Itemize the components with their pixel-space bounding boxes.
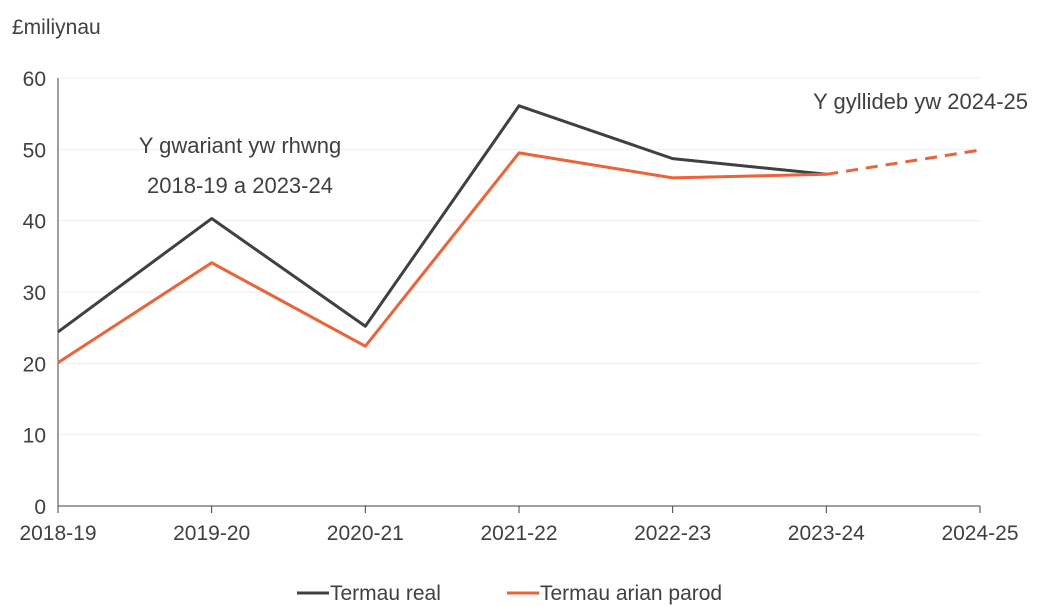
x-tick-label-2022-23: 2022-23 — [634, 522, 711, 545]
y-axis-unit-label: £miliynau — [12, 16, 101, 39]
series-line-termau-real — [57, 104, 827, 334]
x-tick-label-2024-25: 2024-25 — [941, 522, 1018, 545]
series-line-dashed-termau-arian-parod — [826, 148, 981, 176]
x-tick-label-2021-22: 2021-22 — [480, 522, 557, 545]
annotation-spend-line-2: 2018-19 a 2023-24 — [147, 173, 333, 198]
gridlines — [58, 77, 980, 436]
y-tick-label-0: 0 — [34, 496, 46, 519]
y-tick-label-30: 30 — [23, 282, 46, 305]
annotation-budget: Y gyllideb yw 2024-25 — [813, 89, 1028, 114]
legend-label-termau-real: Termau real — [330, 582, 441, 605]
y-tick-label-10: 10 — [23, 425, 46, 448]
series-line-termau-arian-parod — [57, 151, 827, 364]
y-tick-label-60: 60 — [23, 68, 46, 91]
legend: Termau real Termau arian parod — [297, 582, 722, 605]
x-tick-label-2018-19: 2018-19 — [19, 522, 96, 545]
y-tick-label-50: 50 — [23, 139, 46, 162]
x-tick-label-2020-21: 2020-21 — [327, 522, 404, 545]
x-tick-label-2019-20: 2019-20 — [173, 522, 250, 545]
annotation-spend-line-1: Y gwariant yw rhwng — [139, 133, 342, 158]
series-lines — [57, 104, 981, 364]
legend-label-termau-arian-parod: Termau arian parod — [540, 582, 722, 605]
y-tick-label-40: 40 — [23, 211, 46, 234]
y-tick-label-20: 20 — [23, 353, 46, 376]
x-tick-label-2023-24: 2023-24 — [788, 522, 865, 545]
axes: 0 10 20 30 40 50 60 2018-19 2019-20 2020-21 2021-2… — [19, 68, 1018, 545]
